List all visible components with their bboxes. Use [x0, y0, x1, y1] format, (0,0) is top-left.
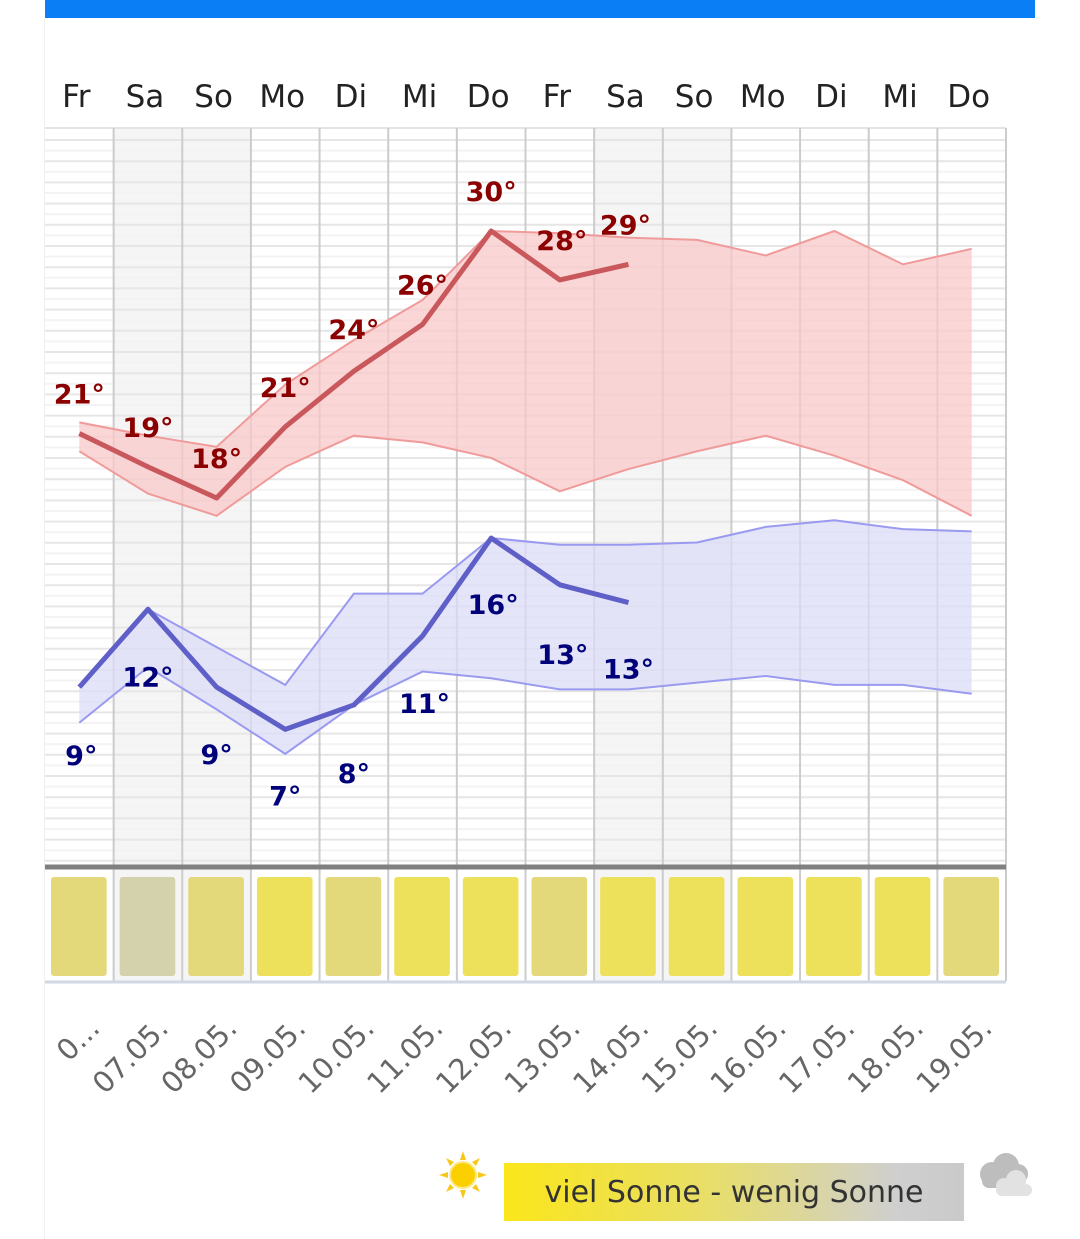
day-label: Mi — [882, 79, 917, 115]
sunshine-bar — [325, 877, 382, 976]
min-range-upper-line — [78, 519, 972, 688]
min-label: 13° — [603, 655, 654, 686]
min-line — [77, 535, 630, 732]
sunshine-bar — [943, 877, 999, 976]
day-label: Di — [815, 79, 847, 115]
date-label: 12.05. — [429, 1011, 518, 1100]
max-label: 26° — [397, 270, 448, 301]
max-label: 29° — [600, 210, 651, 241]
sun-icon — [439, 1151, 487, 1199]
date-label: 0... — [50, 1011, 107, 1068]
day-label: Mo — [259, 79, 305, 115]
day-label: So — [675, 79, 714, 115]
max-label: 21° — [54, 379, 105, 410]
sunshine-bar — [600, 877, 656, 976]
day-label: Fr — [543, 79, 572, 115]
sunshine-bar — [256, 877, 313, 976]
sunshine-bar — [668, 877, 725, 976]
max-label: 24° — [328, 315, 379, 346]
date-label: 11.05. — [360, 1011, 449, 1100]
max-label: 19° — [122, 413, 173, 444]
max-range-band — [79, 231, 972, 516]
min-label: 9° — [65, 741, 97, 772]
sunshine-bar — [737, 877, 794, 976]
date-label: 16.05. — [703, 1011, 792, 1100]
min-label: 13° — [537, 640, 588, 671]
date-label: 13.05. — [497, 1011, 586, 1100]
max-label: 21° — [260, 373, 311, 404]
min-label: 16° — [468, 590, 519, 621]
date-label: 10.05. — [292, 1011, 381, 1100]
max-label: 30° — [466, 177, 517, 208]
day-label: Di — [335, 79, 367, 115]
sunshine-bar — [462, 877, 519, 976]
date-label: 17.05. — [772, 1011, 861, 1100]
day-label: Fr — [62, 79, 91, 115]
max-label: 28° — [536, 226, 587, 257]
day-label: Sa — [606, 79, 645, 115]
date-label: 18.05. — [841, 1011, 930, 1100]
day-label: Sa — [126, 79, 165, 115]
min-label: 12° — [122, 662, 173, 693]
max-line — [78, 228, 630, 501]
day-label: Mi — [402, 79, 437, 115]
sunshine-bar — [394, 877, 450, 976]
sunshine-legend: viel Sonne - wenig Sonne — [504, 1163, 964, 1221]
sunshine-bar — [806, 877, 862, 976]
day-label: So — [194, 79, 233, 115]
min-label: 11° — [399, 689, 450, 720]
day-label: Do — [467, 79, 510, 115]
min-label: 8° — [338, 759, 370, 790]
max-range-lower-line — [78, 434, 973, 517]
date-label: 08.05. — [154, 1011, 243, 1100]
date-label: 09.05. — [223, 1011, 312, 1100]
day-label: Mo — [740, 79, 786, 115]
min-range-band — [79, 520, 972, 754]
cloud-icon — [980, 1153, 1032, 1196]
sunshine-bar — [874, 877, 931, 976]
date-label: 07.05. — [86, 1011, 175, 1100]
left-edge — [44, 18, 45, 1239]
max-range-upper-line — [79, 229, 972, 448]
date-label: 15.05. — [635, 1011, 724, 1100]
max-label: 18° — [191, 444, 242, 475]
min-label: 9° — [200, 740, 232, 771]
min-range-lower-line — [78, 665, 972, 756]
top-accent-bar — [45, 0, 1035, 18]
legend-text: viel Sonne - wenig Sonne — [544, 1174, 924, 1210]
sunshine-bar — [531, 877, 588, 976]
min-label: 7° — [269, 781, 301, 812]
day-label: Do — [947, 79, 990, 115]
date-label: 14.05. — [566, 1011, 655, 1100]
date-label: 19.05. — [909, 1011, 998, 1100]
sunshine-bar — [188, 877, 244, 976]
sunshine-bar — [119, 877, 176, 976]
sunshine-bar — [51, 877, 107, 976]
